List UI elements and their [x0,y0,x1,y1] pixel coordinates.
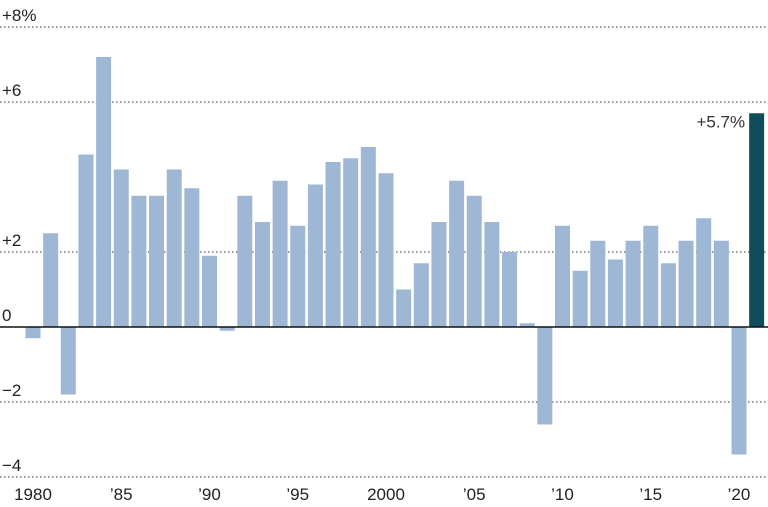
bar [237,195,253,327]
bar [484,222,500,327]
bar [431,222,447,327]
bar [149,195,165,327]
y-tick-label: +6 [2,81,21,100]
bars [25,57,765,455]
bar [660,263,676,327]
bar [166,169,182,327]
bar [307,184,323,327]
bar [184,188,200,327]
bar [272,180,288,327]
bar [378,173,394,327]
bar-highlight [749,113,765,327]
bar [449,180,465,327]
bar [325,162,341,327]
y-tick-label: −4 [2,456,21,475]
y-tick-label: 0 [2,306,11,325]
bar [254,222,270,327]
y-tick-label: +2 [2,231,21,250]
bar [290,225,306,327]
bar [731,327,747,455]
bar [537,327,553,425]
bar [60,327,76,395]
bar [643,225,659,327]
bar [43,233,59,327]
x-tick-label: ’85 [110,485,133,504]
highlight-annotation: +5.7% [696,112,745,131]
y-tick-label: +8% [2,6,37,25]
bar [131,195,147,327]
x-tick-label: ’20 [728,485,751,504]
x-tick-label: 1980 [14,485,52,504]
bar [343,158,359,327]
x-tick-label: ’90 [198,485,221,504]
bar [360,147,376,327]
bar [678,240,694,327]
bar [519,323,535,327]
bar [466,195,482,327]
x-tick-label: ’15 [639,485,662,504]
bar [572,270,588,327]
bar [696,218,712,327]
bar [555,225,570,327]
y-tick-label: −2 [2,381,21,400]
bar [113,169,129,327]
bar [96,57,112,327]
bar [396,289,412,327]
x-tick-label: ’95 [286,485,309,504]
bar [78,154,94,327]
bar [607,259,623,327]
x-tick-label: 2000 [367,485,405,504]
x-tick-label: ’10 [551,485,574,504]
bar [625,240,641,327]
bar [25,327,41,339]
tick-labels: +8% +6 +2 0 −2 −4 1980 ’85 ’90 ’95 2000 ’05 ’10 ’15 ’2… [2,6,750,504]
bar [202,255,217,327]
bar [590,240,606,327]
x-tick-label: ’05 [463,485,486,504]
bar [713,240,729,327]
bar [219,327,235,331]
bar [413,263,429,327]
bar [502,252,518,327]
